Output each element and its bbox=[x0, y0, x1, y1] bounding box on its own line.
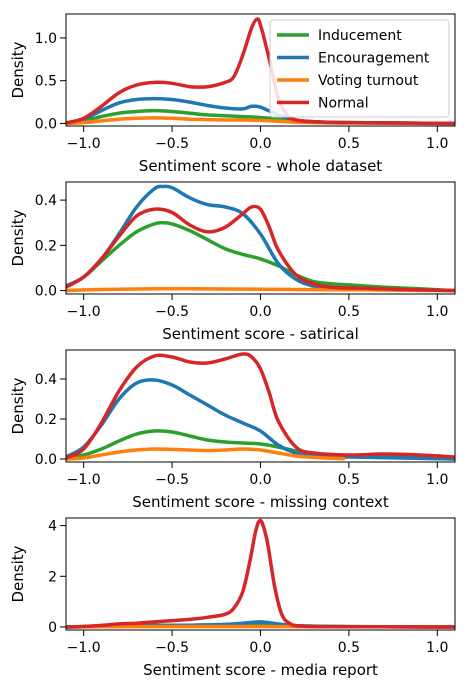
x-axis-label: Sentiment score - whole dataset bbox=[139, 157, 383, 175]
legend-label: Voting turnout bbox=[318, 73, 419, 89]
y-axis-label: Density bbox=[9, 41, 27, 98]
legend: Inducement Encouragement Voting turnout Nor… bbox=[269, 19, 450, 118]
y-tick-label: 0.4 bbox=[35, 372, 57, 388]
x-tick-label: −1.0 bbox=[67, 136, 101, 152]
series-line-encouragement bbox=[66, 184, 455, 293]
x-axis-label: Sentiment score - media report bbox=[143, 661, 378, 679]
x-tick-label: 1.0 bbox=[426, 136, 448, 152]
x-tick-label: −0.5 bbox=[155, 136, 189, 152]
x-tick-label: 0.5 bbox=[338, 472, 360, 488]
x-tick-label: 0.0 bbox=[249, 304, 271, 320]
series-line-normal bbox=[66, 17, 455, 126]
y-axis-label: Density bbox=[9, 209, 27, 266]
y-tick-label: 0 bbox=[48, 620, 57, 636]
x-tick-label: −1.0 bbox=[67, 472, 101, 488]
legend-label: Inducement bbox=[318, 28, 402, 44]
series-line-inducement bbox=[66, 220, 455, 293]
y-tick-label: 4 bbox=[48, 519, 57, 535]
series-lines bbox=[66, 518, 455, 629]
x-tick-label: 0.5 bbox=[338, 136, 360, 152]
series-line-normal bbox=[66, 518, 455, 629]
chart-panel-1: −1.0 −0.5 0.0 0.5 1.0 0.0 0.5 1.0 Sentiment scor… bbox=[9, 13, 456, 175]
x-tick-label: −1.0 bbox=[67, 304, 101, 320]
y-tick-label: 2 bbox=[48, 569, 57, 585]
y-tick-label: 0.0 bbox=[35, 452, 57, 468]
x-tick-label: 0.0 bbox=[249, 136, 271, 152]
plot-frame bbox=[65, 181, 456, 295]
series-lines bbox=[66, 352, 455, 461]
series-line-voting-turnout bbox=[66, 447, 346, 461]
x-tick-label: 0.0 bbox=[249, 472, 271, 488]
x-tick-label: 0.0 bbox=[249, 640, 271, 656]
x-axis-label: Sentiment score - satirical bbox=[162, 325, 359, 343]
x-tick-label: −0.5 bbox=[155, 472, 189, 488]
x-tick-label: 1.0 bbox=[426, 640, 448, 656]
legend-label: Encouragement bbox=[318, 51, 430, 67]
y-tick-label: 0.0 bbox=[35, 116, 57, 132]
y-axis-label: Density bbox=[9, 545, 27, 602]
series-line-normal bbox=[66, 352, 455, 460]
y-tick-label: 0.2 bbox=[35, 238, 57, 254]
y-tick-label: 1.0 bbox=[35, 31, 57, 47]
chart-panel-4: −1.0 −0.5 0.0 0.5 1.0 0 2 4 Sentiment score - me… bbox=[9, 517, 456, 679]
x-tick-label: 0.5 bbox=[338, 304, 360, 320]
series-lines bbox=[66, 17, 455, 126]
x-tick-label: −1.0 bbox=[67, 640, 101, 656]
x-tick-label: −0.5 bbox=[155, 640, 189, 656]
y-tick-label: 0.4 bbox=[35, 193, 57, 209]
x-tick-label: 0.5 bbox=[338, 640, 360, 656]
chart-panel-2: −1.0 −0.5 0.0 0.5 1.0 0.0 0.2 0.4 Sentiment scor… bbox=[9, 181, 456, 343]
y-tick-label: 0.5 bbox=[35, 74, 57, 90]
x-tick-label: −0.5 bbox=[155, 304, 189, 320]
y-tick-label: 0.2 bbox=[35, 412, 57, 428]
plot-frame bbox=[65, 517, 456, 631]
y-tick-label: 0.0 bbox=[35, 284, 57, 300]
x-axis-label: Sentiment score - missing context bbox=[132, 493, 389, 511]
chart-panel-3: −1.0 −0.5 0.0 0.5 1.0 0.0 0.2 0.4 Sentiment scor… bbox=[9, 349, 456, 511]
series-line-encouragement bbox=[66, 378, 455, 461]
y-axis-label: Density bbox=[9, 377, 27, 434]
series-lines bbox=[66, 184, 455, 293]
legend-label: Normal bbox=[318, 96, 369, 112]
legend-box bbox=[269, 19, 450, 118]
x-tick-label: 1.0 bbox=[426, 304, 448, 320]
series-line-normal bbox=[66, 204, 455, 293]
x-tick-label: 1.0 bbox=[426, 472, 448, 488]
